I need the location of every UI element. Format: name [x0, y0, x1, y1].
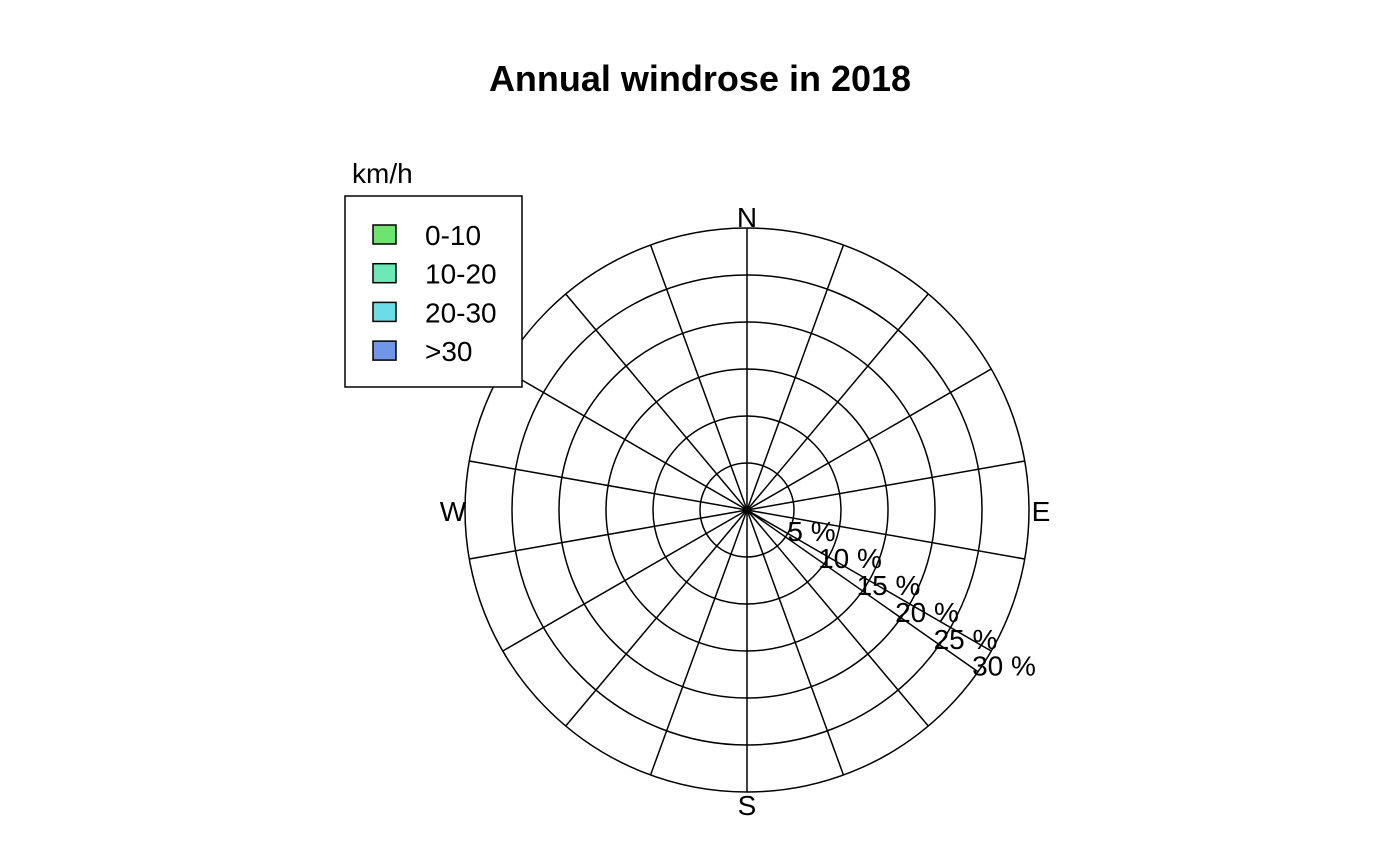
- legend: km/h 0-10 10-20 20-30 >30: [344, 158, 523, 388]
- radial-ring: [558, 321, 936, 699]
- legend-swatch: [372, 224, 397, 245]
- radial-tick-label: 30 %: [972, 651, 1036, 682]
- radial-ring: [605, 368, 889, 652]
- legend-entries: 0-10 10-20 20-30 >30: [372, 220, 497, 367]
- legend-swatch: [372, 262, 397, 284]
- legend-label: 0-10: [425, 220, 481, 251]
- radial-tick-label: 20 %: [895, 597, 959, 628]
- radial-ring: [464, 227, 1030, 793]
- radial-tick-labels: 5 %10 %15 %20 %25 %30 %: [746, 509, 1036, 682]
- legend-swatch: [372, 301, 397, 323]
- chart-title: Annual windrose in 2018: [489, 58, 911, 99]
- radial-ring: [699, 462, 795, 558]
- radial-ring: [652, 415, 842, 605]
- legend-swatch: [372, 340, 397, 361]
- direction-label-west: W: [440, 496, 467, 527]
- radial-tick-label: 25 %: [934, 624, 998, 655]
- radial-tick-label: 5 %: [787, 516, 835, 547]
- legend-label: 20-30: [425, 297, 497, 328]
- direction-label-south: S: [738, 790, 757, 821]
- legend-label: >30: [425, 336, 473, 367]
- legend-label: 10-20: [425, 259, 497, 290]
- legend-title: km/h: [352, 158, 413, 189]
- direction-label-north: N: [737, 202, 757, 233]
- radial-rings: [464, 227, 1030, 793]
- direction-label-east: E: [1032, 496, 1051, 527]
- radial-tick-label: 15 %: [857, 570, 921, 601]
- radial-tick-label: 10 %: [818, 543, 882, 574]
- radial-ring: [511, 274, 983, 746]
- radial-label-axis: [746, 509, 979, 673]
